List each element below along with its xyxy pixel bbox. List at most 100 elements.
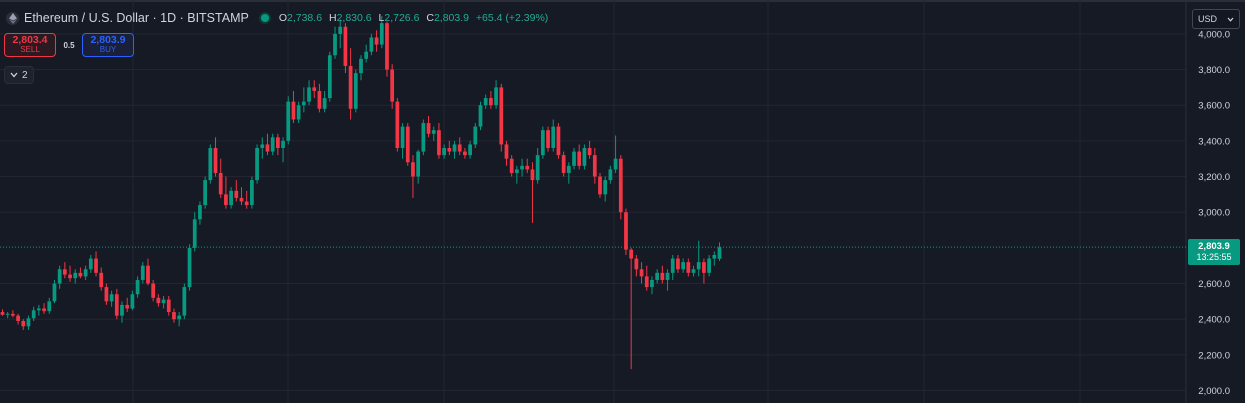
candle-body xyxy=(312,87,317,91)
candle xyxy=(322,90,327,113)
low-value: 2,726.6 xyxy=(384,12,420,24)
candle-body xyxy=(260,144,265,149)
candle xyxy=(374,30,379,52)
candle xyxy=(208,144,213,184)
candle xyxy=(551,119,556,152)
candle xyxy=(676,254,680,273)
candle-body xyxy=(229,190,233,206)
y-tick-label: 2,600.0 xyxy=(1198,279,1230,290)
candle xyxy=(255,144,259,184)
candle-body xyxy=(73,272,78,279)
candle xyxy=(437,123,441,159)
chevron-down-icon xyxy=(1227,17,1234,22)
candle xyxy=(546,126,550,152)
candle xyxy=(587,140,592,159)
candle-body xyxy=(566,165,571,173)
candle-body xyxy=(696,262,701,270)
candle xyxy=(644,265,649,291)
candle xyxy=(639,262,644,284)
grid-lines xyxy=(0,0,1186,403)
candle-body xyxy=(707,258,711,273)
candle xyxy=(561,151,566,177)
candle xyxy=(94,251,98,277)
candle-body xyxy=(442,148,447,156)
candle xyxy=(78,267,83,279)
candle xyxy=(47,297,52,314)
candle xyxy=(192,212,197,252)
bar-countdown: 13:25:55 xyxy=(1196,252,1232,263)
candle xyxy=(447,140,452,156)
candle xyxy=(405,123,410,166)
buy-button[interactable]: 2,803.9 BUY xyxy=(82,33,134,57)
symbol-title[interactable]: Ethereum / U.S. Dollar · 1D · BITSTAMP xyxy=(24,11,249,25)
candle-body xyxy=(561,155,566,173)
candle-body xyxy=(166,299,171,313)
candle xyxy=(88,254,93,273)
candle-body xyxy=(83,269,88,277)
candle xyxy=(146,258,150,286)
buy-price: 2,803.9 xyxy=(90,34,126,46)
candle-body xyxy=(265,144,270,152)
candle-body xyxy=(530,169,535,181)
candle-body xyxy=(187,247,192,288)
candle-body xyxy=(130,294,135,309)
candle-body xyxy=(307,87,311,102)
candle-body xyxy=(411,162,415,177)
candle xyxy=(198,201,202,225)
candle-body xyxy=(301,101,306,106)
candle xyxy=(270,133,275,156)
candle-body xyxy=(577,151,582,166)
y-tick-label: 3,800.0 xyxy=(1198,65,1230,76)
candle xyxy=(655,269,660,284)
candle xyxy=(135,276,140,298)
candle-body xyxy=(655,272,660,280)
candle xyxy=(624,208,628,255)
low-label: L xyxy=(378,12,385,24)
candle xyxy=(156,294,161,307)
candle-body xyxy=(94,258,98,273)
candle xyxy=(161,296,166,309)
candle xyxy=(499,83,504,152)
candle xyxy=(369,33,374,56)
candle xyxy=(411,155,415,198)
candle-body xyxy=(608,169,613,181)
candle-body xyxy=(338,26,343,34)
candle-body xyxy=(255,148,259,181)
candle-body xyxy=(270,137,275,152)
candle xyxy=(509,155,514,177)
candle-body xyxy=(16,315,20,321)
candle xyxy=(696,240,701,277)
candle xyxy=(618,155,623,220)
price-axis[interactable]: 4,000.0 3,800.0 3,600.0 3,400.0 3,200.0 3,000… xyxy=(1198,29,1230,397)
candle-body xyxy=(213,148,218,173)
candle-body xyxy=(395,101,400,149)
candle-body xyxy=(327,55,332,99)
candle xyxy=(57,265,62,289)
candle xyxy=(468,140,472,159)
candle xyxy=(317,83,322,113)
candle-body xyxy=(686,262,691,273)
y-tick-label: 3,200.0 xyxy=(1198,172,1230,183)
currency-select[interactable]: USD xyxy=(1192,9,1240,29)
candle xyxy=(11,310,15,318)
candle xyxy=(265,133,270,156)
indicators-toggle-button[interactable]: 2 xyxy=(4,66,34,84)
candle xyxy=(592,148,597,184)
candle xyxy=(650,276,654,295)
candle xyxy=(712,251,717,266)
candle-body xyxy=(691,269,696,273)
candle-body xyxy=(644,276,649,288)
candle-body xyxy=(0,312,5,315)
candle xyxy=(603,176,608,202)
y-tick-label: 3,000.0 xyxy=(1198,208,1230,219)
candle xyxy=(717,242,722,261)
high-label: H xyxy=(328,12,337,24)
market-status-icon[interactable] xyxy=(260,14,269,22)
candle-body xyxy=(463,151,467,156)
candle xyxy=(535,148,540,184)
candle-body xyxy=(369,37,374,52)
y-tick-label: 3,400.0 xyxy=(1198,136,1230,147)
sell-button[interactable]: 2,803.4 SELL xyxy=(4,33,56,57)
candle xyxy=(608,165,613,184)
